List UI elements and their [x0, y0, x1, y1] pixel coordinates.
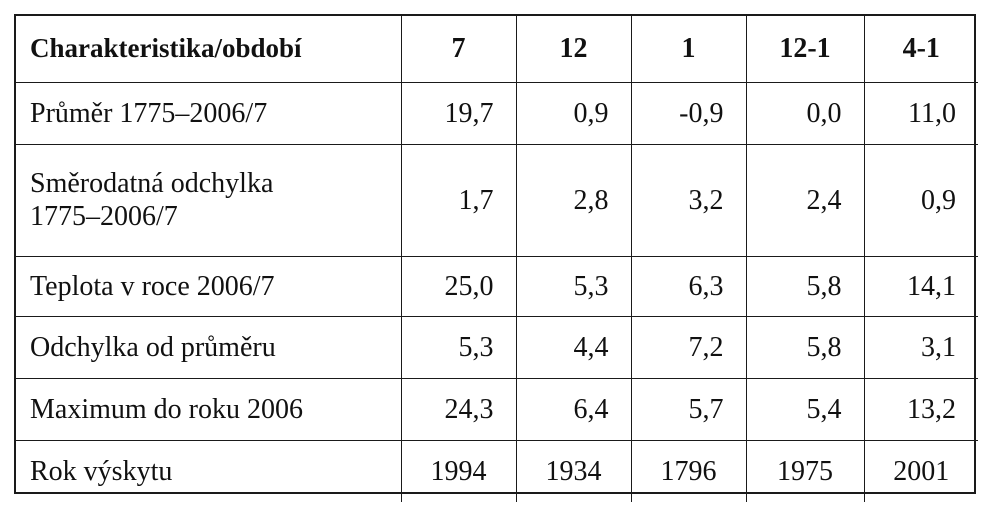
table-cell: 1994 — [400, 439, 517, 502]
row-label-line: 1775–2006/7 — [30, 201, 178, 232]
header-period: 12 — [515, 16, 632, 83]
table-row: Odchylka od průměru 5,3 4,4 7,2 5,8 3,1 — [16, 315, 978, 379]
header-period: 1 — [630, 16, 747, 83]
table-cell: 6,3 — [630, 255, 747, 317]
table-cell: 5,3 — [400, 315, 517, 379]
row-label: Odchylka od průměru — [16, 315, 402, 379]
table-row: Teplota v roce 2006/7 25,0 5,3 6,3 5,8 1… — [16, 255, 978, 317]
header-characteristic: Charakteristika/období — [16, 16, 402, 83]
header-period: 12-1 — [745, 16, 865, 83]
table-row: Maximum do roku 2006 24,3 6,4 5,7 5,4 13… — [16, 377, 978, 441]
table-cell: 24,3 — [400, 377, 517, 441]
temperature-statistics-table: Charakteristika/období 7 12 1 12-1 4-1 P… — [16, 16, 978, 502]
table-cell: 3,1 — [863, 315, 978, 379]
table-cell: 5,7 — [630, 377, 747, 441]
table-cell: 2,8 — [515, 143, 632, 257]
table-cell: 3,2 — [630, 143, 747, 257]
table-cell: 7,2 — [630, 315, 747, 379]
header-period: 7 — [400, 16, 517, 83]
table-cell: 1,7 — [400, 143, 517, 257]
table-cell: 19,7 — [400, 81, 517, 145]
table-cell: 1934 — [515, 439, 632, 502]
row-label: Teplota v roce 2006/7 — [16, 255, 402, 317]
table-cell: 0,9 — [515, 81, 632, 145]
row-label: Maximum do roku 2006 — [16, 377, 402, 441]
table-cell: 25,0 — [400, 255, 517, 317]
table-row: Směrodatná odchylka 1775–2006/7 1,7 2,8 … — [16, 143, 978, 257]
row-label: Směrodatná odchylka 1775–2006/7 — [16, 143, 402, 257]
row-label-line: Směrodatná odchylka — [30, 168, 274, 199]
table-header-row: Charakteristika/období 7 12 1 12-1 4-1 — [16, 16, 978, 83]
table-cell: 13,2 — [863, 377, 978, 441]
table-cell: 5,8 — [745, 315, 865, 379]
table-cell: 6,4 — [515, 377, 632, 441]
row-label: Rok výskytu — [16, 439, 402, 502]
table-cell: 1975 — [745, 439, 865, 502]
table-cell: 2001 — [863, 439, 978, 502]
table-cell: 5,3 — [515, 255, 632, 317]
header-period: 4-1 — [863, 16, 978, 83]
table-cell: 1796 — [630, 439, 747, 502]
table-cell: 4,4 — [515, 315, 632, 379]
table-cell: 5,4 — [745, 377, 865, 441]
table-cell: 5,8 — [745, 255, 865, 317]
table-cell: 2,4 — [745, 143, 865, 257]
table-cell: 14,1 — [863, 255, 978, 317]
table-cell: 0,0 — [745, 81, 865, 145]
table-row: Průměr 1775–2006/7 19,7 0,9 -0,9 0,0 11,… — [16, 81, 978, 145]
temperature-table-frame: Charakteristika/období 7 12 1 12-1 4-1 P… — [14, 14, 978, 502]
table-cell: 11,0 — [863, 81, 978, 145]
table-cell: -0,9 — [630, 81, 747, 145]
row-label: Průměr 1775–2006/7 — [16, 81, 402, 145]
table-cell: 0,9 — [863, 143, 978, 257]
table-row: Rok výskytu 1994 1934 1796 1975 2001 — [16, 439, 978, 502]
